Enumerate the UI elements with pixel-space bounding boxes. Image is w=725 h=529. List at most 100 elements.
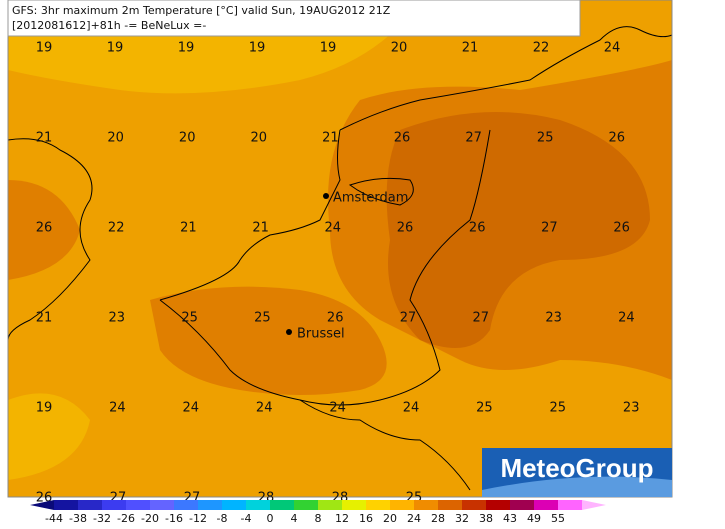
colorbar-segment xyxy=(54,500,79,510)
colorbar-segment xyxy=(126,500,151,510)
colorbar-segment xyxy=(462,500,487,510)
grid-value: 20 xyxy=(251,131,268,146)
map-frame xyxy=(7,0,673,498)
grid-value: 26 xyxy=(36,221,53,236)
grid-value: 20 xyxy=(391,41,408,56)
grid-value: 19 xyxy=(36,41,53,56)
grid-value: 22 xyxy=(108,221,125,236)
colorbar-segment xyxy=(342,500,367,510)
grid-value: 26 xyxy=(469,221,486,236)
grid-value: 27 xyxy=(400,311,417,326)
colorbar-segment xyxy=(198,500,223,510)
header-box xyxy=(7,0,581,37)
colorbar-segment xyxy=(582,500,606,510)
city-label: Brussel xyxy=(297,327,345,342)
grid-value: 19 xyxy=(36,401,53,416)
grid-value: 21 xyxy=(180,221,197,236)
grid-value: 21 xyxy=(252,221,269,236)
colorbar-label: -26 xyxy=(117,512,135,525)
colorbar-segment xyxy=(390,500,415,510)
colorbar-segment xyxy=(366,500,391,510)
grid-value: 25 xyxy=(254,311,271,326)
header: GFS: 3hr maximum 2m Temperature [°C] val… xyxy=(7,0,581,37)
colorbar-label: -4 xyxy=(241,512,252,525)
colorbar-segment xyxy=(486,500,511,510)
colorbar-segment xyxy=(510,500,535,510)
coastlines xyxy=(7,26,673,491)
grid-value: 26 xyxy=(327,311,344,326)
colorbar-label: -8 xyxy=(217,512,228,525)
colorbar-label: -32 xyxy=(93,512,111,525)
colorbar-label: 43 xyxy=(503,512,517,525)
colorbar-label: -44 xyxy=(45,512,63,525)
colorbar-segment xyxy=(222,500,247,510)
colorbar-label: 16 xyxy=(359,512,373,525)
colorbar-label: 55 xyxy=(551,512,565,525)
colorbar-segment xyxy=(78,500,103,510)
logo-swoosh xyxy=(482,476,672,497)
warm-zone-3 xyxy=(386,112,650,348)
grid-value: 24 xyxy=(618,311,635,326)
grid-value: 22 xyxy=(533,41,550,56)
header-title: GFS: 3hr maximum 2m Temperature [°C] val… xyxy=(12,4,391,17)
logo: MeteoGroup xyxy=(482,448,672,497)
grid-value: 24 xyxy=(604,41,621,56)
city-dot xyxy=(286,329,292,335)
colorbar-label: -38 xyxy=(69,512,87,525)
temperature-grid: 19 19 19 19 19 20 21 22 24 21 20 20 20 21 26 27 25 26 26 22… xyxy=(36,41,640,506)
grid-value: 21 xyxy=(36,311,53,326)
map xyxy=(7,0,673,498)
grid-value: 21 xyxy=(462,41,479,56)
colorbar-segment xyxy=(174,500,199,510)
header-subtitle: [2012081612]+81h -= BeNeLux =- xyxy=(12,19,206,32)
colorbar-segment xyxy=(534,500,559,510)
grid-value: 23 xyxy=(545,311,562,326)
colorbar-segment xyxy=(438,500,463,510)
colorbar-segment xyxy=(150,500,175,510)
colorbar-label: -20 xyxy=(141,512,159,525)
grid-value: 24 xyxy=(183,401,200,416)
grid-value: 19 xyxy=(320,41,337,56)
colorbar-segment xyxy=(30,500,54,510)
logo-text: MeteoGroup xyxy=(500,453,653,483)
grid-value: 25 xyxy=(537,131,554,146)
colorbar-label: 49 xyxy=(527,512,541,525)
colorbar-segment xyxy=(558,500,583,510)
grid-value: 24 xyxy=(329,401,346,416)
colorbar-label: -16 xyxy=(165,512,183,525)
grid-value: 20 xyxy=(107,131,124,146)
colorbar-label: 28 xyxy=(431,512,445,525)
grid-value: 26 xyxy=(397,221,414,236)
grid-value: 24 xyxy=(109,401,126,416)
grid-value: 26 xyxy=(609,131,626,146)
grid-value: 26 xyxy=(394,131,411,146)
grid-value: 25 xyxy=(550,401,567,416)
colorbar-segment xyxy=(294,500,319,510)
grid-value: 25 xyxy=(181,311,198,326)
grid-value: 24 xyxy=(256,401,273,416)
grid-value: 26 xyxy=(613,221,630,236)
grid-value: 27 xyxy=(541,221,558,236)
colorbar-label: 32 xyxy=(455,512,469,525)
grid-value: 24 xyxy=(403,401,420,416)
grid-value: 25 xyxy=(476,401,493,416)
colorbar-label: 20 xyxy=(383,512,397,525)
colorbar-label: 8 xyxy=(315,512,322,525)
grid-value: 24 xyxy=(325,221,342,236)
warm-zone-5 xyxy=(8,180,80,280)
city-label: Amsterdam xyxy=(333,191,408,206)
grid-value: 20 xyxy=(179,131,196,146)
grid-value: 23 xyxy=(109,311,126,326)
colorbar-segment xyxy=(102,500,127,510)
city-dot xyxy=(323,193,329,199)
grid-value: 19 xyxy=(249,41,266,56)
grid-value: 19 xyxy=(107,41,124,56)
colorbar-label: 38 xyxy=(479,512,493,525)
colorbar-label: 4 xyxy=(291,512,298,525)
grid-value: 21 xyxy=(322,131,339,146)
colorbar-label: 12 xyxy=(335,512,349,525)
colorbar-label: 0 xyxy=(267,512,274,525)
grid-value: 19 xyxy=(178,41,195,56)
cool-zone xyxy=(8,393,90,480)
